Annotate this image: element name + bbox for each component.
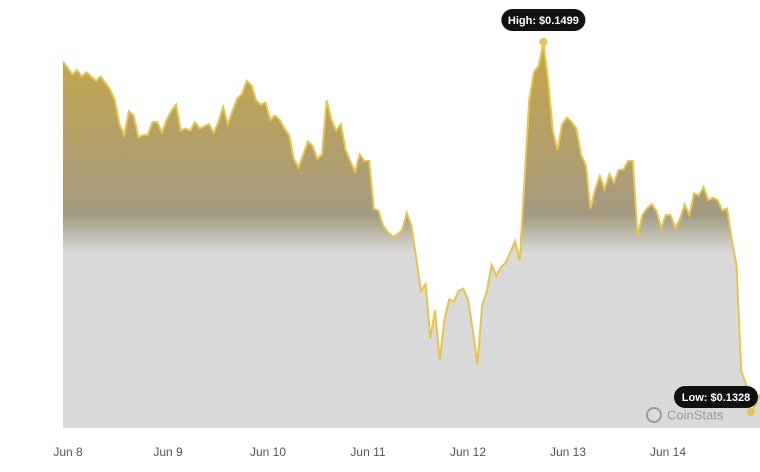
- x-tick-label: Jun 11: [350, 445, 385, 459]
- watermark: CoinStats: [646, 407, 724, 423]
- x-tick-label: Jun 10: [250, 445, 286, 459]
- x-tick-label: Jun 14: [650, 445, 686, 459]
- price-line: [62, 41, 760, 415]
- low-marker: [746, 408, 755, 416]
- x-tick-label: Jun 9: [153, 445, 183, 459]
- low-pill: [674, 386, 758, 408]
- area: [63, 42, 760, 428]
- x-tick-label: Jun 12: [450, 445, 486, 459]
- high-pill: [501, 9, 586, 31]
- high-label: High: $0.1499: [508, 15, 579, 27]
- brand-text: CoinStats: [667, 407, 724, 422]
- x-tick-label: Jun 13: [550, 445, 586, 459]
- x-tick-label: Jun 8: [53, 445, 83, 459]
- low-label: Low: $0.1328: [682, 392, 750, 404]
- high-marker: [539, 38, 548, 46]
- brand-icon: [646, 407, 662, 423]
